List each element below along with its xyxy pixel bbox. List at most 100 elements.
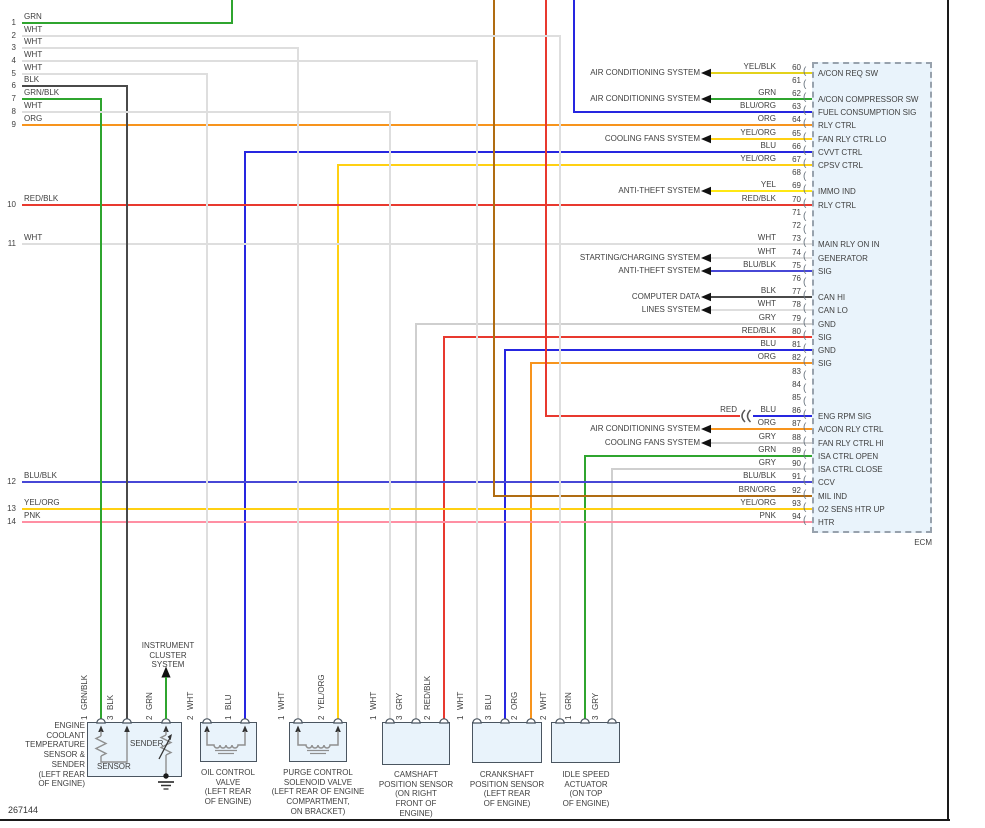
component-label-ocv: (LEFT REAR — [204, 787, 252, 797]
component-label-cam: FRONT OF — [395, 799, 437, 809]
wire-color-label: RED/BLK — [741, 194, 776, 203]
wire-color-label: RED — [720, 405, 737, 414]
system-arrow-icon — [701, 186, 711, 196]
component-label-crank: CRANKSHAFT — [479, 770, 535, 779]
ecm-pin-number: 62 — [792, 89, 801, 98]
pin-wire-color-label: GRY — [591, 692, 600, 710]
component-label-ocv: OIL CONTROL — [201, 768, 255, 777]
system-label: ANTI-THEFT SYSTEM — [618, 266, 700, 275]
system-label: AIR CONDITIONING SYSTEM — [590, 424, 700, 433]
component-label-ocv: OF ENGINE) — [204, 797, 252, 807]
ecm-pin-connector: ( — [803, 396, 807, 407]
row-number: 1 — [11, 18, 16, 27]
ecm-pin-connector: ( — [803, 184, 807, 195]
ecm-pin-number: 87 — [792, 419, 801, 428]
ecm-pin-number: 65 — [792, 129, 801, 138]
wire-color-label: GRY — [758, 313, 776, 322]
variable-resistor-arrowhead — [167, 734, 172, 741]
ecm-pin-number: 63 — [792, 102, 801, 111]
wire-row-1 — [22, 0, 233, 24]
ecm-pin-connector: ( — [803, 343, 807, 354]
wire-color-label: WHT — [757, 247, 776, 256]
up-arrow-icon — [161, 666, 171, 678]
system-arrow-icon — [701, 305, 711, 315]
pin-wire-color-label: GRN — [145, 692, 154, 710]
pin-wire-color-label: BLK — [106, 694, 115, 710]
ecm-label: ECM — [914, 538, 932, 547]
wire-color-label: GRN — [758, 445, 776, 454]
inline-connector-icon — [746, 409, 752, 423]
pin-number: 1 — [80, 715, 89, 720]
pin-number: 2 — [145, 715, 154, 720]
pin-wire-color-label: GRN/BLK — [80, 674, 89, 710]
instrument-cluster-label: INSTRUMENT — [141, 641, 195, 650]
wire-color-label: YEL/ORG — [24, 498, 60, 507]
ecm-pin-connector: ( — [803, 502, 807, 513]
row-number: 10 — [7, 200, 16, 209]
ecm-pin-label: ENG RPM SIG — [818, 412, 872, 421]
pin-number: 1 — [277, 715, 286, 720]
ecm-pin-connector: ( — [803, 79, 807, 90]
component-label-pcsv: COMPARTMENT, — [286, 797, 350, 807]
system-label: STARTING/CHARGING SYSTEM — [579, 253, 700, 262]
ecm-pin-number: 80 — [792, 327, 801, 336]
component-label-ocv: VALVE — [215, 777, 241, 787]
row-number: 3 — [11, 43, 16, 52]
wire-color-label: WHT — [24, 37, 43, 46]
wire-color-label: WHT — [24, 50, 43, 59]
ecm-pin-number: 67 — [792, 155, 801, 164]
ect-sensor-loop — [100, 731, 128, 763]
row-number: 11 — [7, 239, 16, 248]
ecm-pin-connector: ( — [803, 436, 807, 447]
wire-color-label: WHT — [24, 233, 43, 242]
system-arrow-icon — [701, 134, 711, 144]
pin-number: 3 — [591, 715, 600, 720]
pin-notch-icon — [96, 718, 106, 724]
component-label-cam: POSITION SENSOR — [378, 779, 454, 789]
system-label: ANTI-THEFT SYSTEM — [618, 186, 700, 195]
solenoid-coil-icon — [206, 731, 246, 749]
ecm-pin-label: HTR — [818, 518, 835, 527]
ecm-pin-label: O2 SENS HTR UP — [818, 505, 885, 514]
wire-color-label: RED/BLK — [741, 326, 776, 335]
ecm-pin-label: GND — [818, 320, 836, 329]
wire-row-7 — [22, 98, 102, 719]
ecm-pin-connector: ( — [803, 475, 807, 486]
ecm-pin-number: 73 — [792, 234, 801, 243]
row-number: 2 — [11, 31, 16, 40]
component-label-isa: IDLE SPEED — [562, 770, 610, 779]
system-arrow-icon — [701, 424, 711, 434]
component-label-ect: TEMPERATURE — [25, 740, 85, 750]
pin-notch-icon — [122, 718, 132, 724]
wire-color-label: BLK — [760, 286, 776, 295]
wire-row-2 — [22, 35, 561, 719]
ecm-pin-number: 89 — [792, 446, 801, 455]
wire-row-4 — [22, 60, 478, 719]
pin-notch-icon — [439, 718, 449, 724]
ecm-pin-label: MAIN RLY ON IN — [818, 240, 880, 249]
ecm-pin-connector: ( — [803, 237, 807, 248]
pin-notch-icon — [293, 718, 303, 724]
system-label: COMPUTER DATA — [631, 292, 700, 301]
pin-notch-icon — [240, 718, 250, 724]
wire-pin-92 — [493, 0, 812, 497]
ect-sender-label: SENDER — [130, 739, 164, 748]
ecm-pin-number: 70 — [792, 195, 801, 204]
pin-number: 3 — [395, 715, 404, 720]
wire-color-label: ORG — [24, 114, 43, 123]
wire-color-label: RED/BLK — [24, 194, 59, 203]
component-label-pcsv: (LEFT REAR OF ENGINE — [271, 787, 365, 797]
ecm-pin-connector: ( — [803, 330, 807, 341]
wire-color-label: ORG — [757, 352, 776, 361]
up-arrow-icon — [335, 725, 341, 732]
wire-pin-82 — [530, 362, 812, 719]
system-arrow-icon — [701, 438, 711, 448]
wire-color-label: YEL/ORG — [740, 154, 776, 163]
pin-notch-icon — [333, 718, 343, 724]
ecm-pin-connector: ( — [803, 171, 807, 182]
ecm-pin-label: GND — [818, 346, 836, 355]
ecm-pin-label: ISA CTRL OPEN — [818, 452, 879, 461]
ecm-pin-number: 88 — [792, 433, 801, 442]
component-label-ect: COOLANT — [46, 730, 85, 740]
ecm-pin-number: 60 — [792, 63, 801, 72]
